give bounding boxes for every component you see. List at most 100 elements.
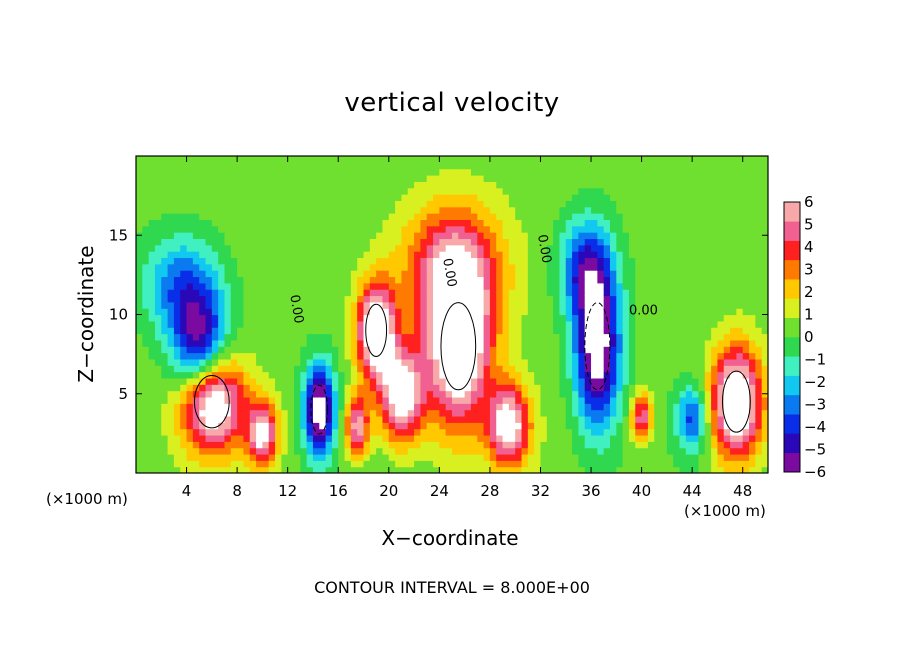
field-cell [180,213,188,220]
field-cell [559,409,567,417]
field-cell [673,289,681,297]
field-cell [496,352,504,360]
field-cell [515,339,523,347]
field-cell [287,346,295,354]
field-cell [464,327,472,335]
field-cell [641,194,649,201]
field-cell [388,187,396,195]
field-cell [173,200,181,208]
field-cell [275,282,282,290]
field-cell [559,415,567,423]
field-cell [679,301,687,309]
field-cell [433,434,440,442]
field-cell [445,251,453,259]
field-cell [186,403,194,411]
field-cell [249,206,257,214]
field-cell [666,422,674,430]
field-cell [382,168,390,176]
field-cell [344,238,352,246]
field-cell [294,232,301,240]
field-cell [154,409,162,417]
field-cell [401,181,409,189]
field-cell [395,276,403,284]
field-cell [736,390,744,398]
field-cell [692,314,700,322]
field-cell [742,257,750,265]
field-cell [572,339,579,347]
field-cell [218,301,226,309]
field-cell [388,194,396,201]
field-cell [331,194,339,201]
field-cell [749,257,756,265]
field-cell [294,219,301,227]
field-cell [319,206,327,214]
field-cell [243,200,251,208]
field-cell [679,346,687,354]
field-cell [275,295,282,303]
field-cell [749,187,756,195]
field-cell [489,206,497,214]
field-cell [603,257,611,265]
field-cell [704,162,712,170]
field-cell [534,460,542,468]
field-cell [205,365,213,373]
field-cell [407,295,415,303]
field-cell [439,181,447,189]
field-cell [692,270,700,278]
field-cell [294,460,301,468]
field-cell [723,200,731,208]
field-cell [502,434,510,442]
field-cell [331,441,339,449]
field-cell [331,232,339,240]
field-cell [161,156,169,163]
field-cell [730,466,737,473]
field-cell [749,333,756,341]
field-cell [312,333,320,341]
field-cell [382,301,390,309]
field-cell [237,257,245,265]
field-cell [306,244,314,252]
field-cell [698,434,706,442]
field-cell [268,232,276,240]
field-cell [300,320,308,328]
field-cell [458,168,466,176]
field-cell [704,289,712,297]
field-cell [641,358,649,366]
field-cell [294,441,301,449]
field-cell [388,346,396,354]
field-cell [268,422,276,430]
field-cell [205,308,213,316]
field-cell [546,466,554,473]
field-cell [237,200,245,208]
field-cell [578,396,586,404]
field-cell [508,181,516,189]
field-cell [622,175,630,182]
field-cell [616,187,624,195]
field-cell [249,181,257,189]
field-cell [344,428,352,436]
field-cell [508,289,516,297]
field-cell [237,301,245,309]
field-cell [635,428,643,436]
field-cell [382,460,390,468]
field-cell [376,308,384,316]
field-cell [211,175,219,182]
field-cell [237,219,245,227]
field-cell [186,377,194,385]
field-cell [578,213,586,220]
field-cell [723,251,731,259]
field-cell [186,213,194,220]
field-cell [319,270,327,278]
field-cell [673,390,681,398]
field-cell [515,314,523,322]
field-cell [331,466,339,473]
field-cell [692,244,700,252]
field-cell [224,422,232,430]
field-cell [603,403,611,411]
field-cell [300,371,308,379]
field-cell [300,333,308,341]
field-cell [439,453,447,461]
field-cell [180,175,188,182]
field-cell [294,314,301,322]
field-cell [736,365,744,373]
